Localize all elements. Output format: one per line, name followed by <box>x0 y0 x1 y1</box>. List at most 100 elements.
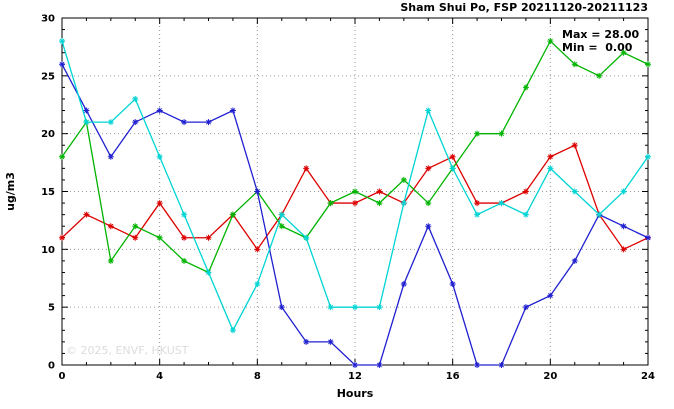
series-marker-green <box>376 200 383 207</box>
series-marker-cyan <box>620 188 627 195</box>
series-marker-green <box>229 211 236 218</box>
series-marker-green <box>352 188 358 195</box>
series-marker-red <box>83 211 90 218</box>
series-marker-cyan <box>449 165 456 172</box>
series-marker-blue <box>156 107 163 114</box>
series-marker-green <box>571 61 578 68</box>
series-marker-cyan <box>205 269 212 276</box>
series-marker-blue <box>181 119 188 126</box>
x-tick-label: 20 <box>543 371 557 382</box>
y-tick-label: 5 <box>48 303 55 314</box>
series-marker-cyan <box>571 188 578 195</box>
series-marker-cyan <box>83 119 90 126</box>
series-marker-green <box>620 49 627 56</box>
series-marker-green <box>107 257 114 264</box>
series-marker-cyan <box>107 119 114 126</box>
series-marker-cyan <box>303 234 310 241</box>
series-marker-blue <box>327 338 334 345</box>
series-marker-cyan <box>400 200 407 207</box>
series-marker-red <box>474 200 481 207</box>
y-tick-label: 30 <box>41 14 55 25</box>
series-line-green <box>61 40 649 274</box>
series-marker-red <box>571 142 578 149</box>
y-tick-label: 20 <box>41 129 55 140</box>
series-marker-blue <box>449 281 456 288</box>
x-tick-label: 8 <box>254 371 261 382</box>
series-marker-cyan <box>645 153 651 160</box>
series-marker-blue <box>132 119 139 126</box>
series-marker-blue <box>303 338 310 345</box>
series-marker-cyan <box>474 211 481 218</box>
series-marker-blue <box>205 119 212 126</box>
series-marker-blue <box>278 304 285 311</box>
series-marker-red <box>59 234 65 241</box>
series-marker-blue <box>352 362 358 368</box>
series-marker-cyan <box>547 165 554 172</box>
series-marker-red <box>620 246 627 253</box>
series-marker-cyan <box>522 211 529 218</box>
series-marker-cyan <box>132 95 139 102</box>
series-marker-red <box>376 188 383 195</box>
series-marker-red <box>449 153 456 160</box>
y-tick-label: 0 <box>48 361 55 372</box>
x-tick-label: 4 <box>156 371 163 382</box>
series-marker-green <box>522 84 529 91</box>
series-marker-blue <box>620 223 627 230</box>
series-marker-cyan <box>59 38 65 45</box>
series-marker-red <box>205 234 212 241</box>
series-marker-green <box>59 153 65 160</box>
series-marker-cyan <box>376 304 383 311</box>
series-marker-blue <box>425 223 432 230</box>
watermark: © 2025, ENVF, HKUST <box>66 344 189 357</box>
series-marker-blue <box>376 362 383 368</box>
series-marker-cyan <box>278 211 285 218</box>
series-marker-green <box>425 200 432 207</box>
y-tick-label: 25 <box>41 71 55 82</box>
series-marker-green <box>327 200 334 207</box>
series-marker-green <box>400 176 407 183</box>
x-tick-label: 24 <box>641 371 655 382</box>
series-marker-red <box>352 200 358 207</box>
chart-title: Sham Shui Po, FSP 20211120-20211123 <box>400 1 648 14</box>
max-value-label: Max = 28.00 <box>562 28 639 41</box>
series-marker-cyan <box>254 281 261 288</box>
series-marker-cyan <box>229 327 236 334</box>
x-tick-label: 16 <box>446 371 460 382</box>
series-marker-green <box>156 234 163 241</box>
series-marker-green <box>596 72 603 79</box>
x-tick-label: 12 <box>348 371 362 382</box>
y-axis-label: ug/m3 <box>4 172 17 211</box>
series-marker-blue <box>59 61 65 68</box>
series-marker-red <box>303 165 310 172</box>
series-marker-red <box>181 234 188 241</box>
series-marker-cyan <box>425 107 432 114</box>
series-marker-cyan <box>156 153 163 160</box>
series-marker-blue <box>571 257 578 264</box>
series-marker-green <box>547 38 554 45</box>
series-marker-green <box>498 130 505 137</box>
series-marker-cyan <box>352 304 358 311</box>
series-marker-blue <box>645 234 651 241</box>
y-tick-label: 15 <box>41 187 55 198</box>
series-marker-green <box>181 257 188 264</box>
series-marker-red <box>156 200 163 207</box>
series-marker-green <box>474 130 481 137</box>
series-marker-blue <box>547 292 554 299</box>
series-marker-red <box>547 153 554 160</box>
series-marker-blue <box>522 304 529 311</box>
series-marker-red <box>425 165 432 172</box>
series-marker-blue <box>400 281 407 288</box>
series-marker-green <box>278 223 285 230</box>
series-marker-blue <box>229 107 236 114</box>
x-axis-label: Hours <box>337 387 374 400</box>
series-marker-green <box>132 223 139 230</box>
series-marker-blue <box>498 362 505 368</box>
series-marker-blue <box>254 188 261 195</box>
series-marker-cyan <box>327 304 334 311</box>
y-tick-label: 10 <box>41 245 55 256</box>
series-marker-green <box>645 61 651 68</box>
series-marker-red <box>107 223 114 230</box>
x-tick-label: 0 <box>59 371 66 382</box>
